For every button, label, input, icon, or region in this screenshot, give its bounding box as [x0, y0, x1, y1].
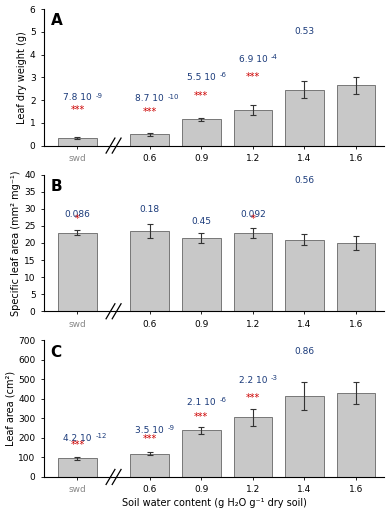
Text: 3.5 10: 3.5 10 — [135, 426, 164, 435]
Text: -12: -12 — [96, 433, 107, 439]
Y-axis label: Specific leaf area (mm² mg⁻¹): Specific leaf area (mm² mg⁻¹) — [11, 170, 21, 316]
Bar — [337, 85, 376, 145]
Y-axis label: Leaf area (cm²): Leaf area (cm²) — [5, 371, 16, 446]
Bar — [337, 393, 376, 477]
Bar — [337, 243, 376, 311]
Text: 0.86: 0.86 — [294, 347, 314, 356]
Bar — [285, 396, 324, 477]
Text: -6: -6 — [219, 397, 226, 403]
Bar — [285, 90, 324, 145]
Bar — [234, 417, 272, 477]
Text: B: B — [51, 179, 62, 194]
Text: 2.1 10: 2.1 10 — [187, 398, 216, 407]
Text: ***: *** — [246, 72, 260, 82]
Bar — [182, 119, 221, 145]
Text: 0.086: 0.086 — [64, 210, 90, 219]
Text: ***: *** — [143, 107, 157, 117]
Text: ***: *** — [194, 91, 208, 101]
Bar — [182, 238, 221, 311]
Bar — [130, 453, 169, 477]
Bar — [58, 458, 97, 477]
Text: -6: -6 — [219, 72, 226, 78]
Text: ***: *** — [143, 434, 157, 444]
Text: 0.092: 0.092 — [240, 210, 266, 219]
Bar — [285, 240, 324, 311]
Text: -9: -9 — [168, 425, 175, 431]
Text: 5.5 10: 5.5 10 — [187, 73, 216, 82]
Y-axis label: Leaf dry weight (g): Leaf dry weight (g) — [17, 31, 27, 124]
Bar — [234, 111, 272, 145]
Text: *: * — [75, 214, 80, 224]
Text: 2.2 10: 2.2 10 — [239, 376, 267, 386]
Bar — [130, 134, 169, 145]
Bar — [58, 138, 97, 145]
Text: ***: *** — [70, 105, 85, 115]
Text: 0.56: 0.56 — [294, 176, 314, 185]
Text: 0.45: 0.45 — [191, 217, 211, 226]
Text: A: A — [51, 13, 62, 28]
Text: C: C — [51, 344, 62, 359]
Text: ***: *** — [194, 412, 208, 423]
Bar — [234, 233, 272, 311]
Text: 6.9 10: 6.9 10 — [239, 54, 267, 64]
Bar — [130, 231, 169, 311]
Bar — [182, 430, 221, 477]
Bar — [58, 233, 97, 311]
Text: 4.2 10: 4.2 10 — [63, 434, 92, 443]
Text: -10: -10 — [168, 94, 179, 100]
Text: 8.7 10: 8.7 10 — [135, 95, 164, 103]
Text: -4: -4 — [271, 54, 278, 60]
Text: ***: *** — [70, 439, 85, 450]
Text: 7.8 10: 7.8 10 — [63, 94, 92, 102]
X-axis label: Soil water content (g H₂O g⁻¹ dry soil): Soil water content (g H₂O g⁻¹ dry soil) — [122, 499, 307, 508]
Text: *: * — [250, 214, 255, 224]
Text: 0.53: 0.53 — [294, 27, 314, 36]
Text: -3: -3 — [271, 375, 278, 381]
Text: 0.18: 0.18 — [140, 205, 160, 214]
Text: -9: -9 — [96, 93, 103, 99]
Text: ***: *** — [246, 393, 260, 403]
